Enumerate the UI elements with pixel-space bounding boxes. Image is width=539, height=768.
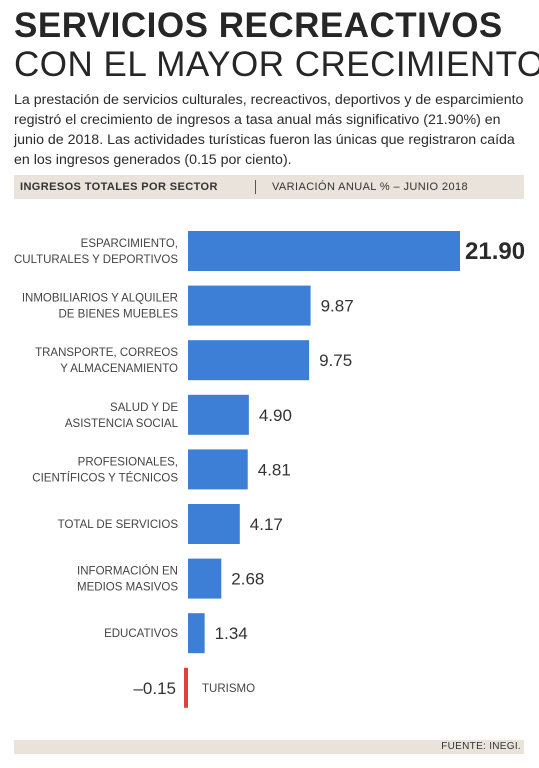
header-divider: [255, 180, 256, 194]
value-label-6: 2.68: [231, 570, 264, 589]
header-left-label: INGRESOS TOTALES POR SECTOR: [20, 181, 218, 193]
category-label-1: INMOBILIARIOS Y ALQUILER DE BIENES MUEBLE…: [22, 293, 178, 321]
value-label-4: 4.81: [258, 460, 291, 479]
bar-3: [188, 394, 249, 435]
footer-band: [14, 740, 524, 754]
chart-subtitle: CON EL MAYOR CRECIMIENTO: [14, 45, 539, 84]
category-label-8: TURISMO: [202, 683, 255, 695]
chart-description: La prestación de servicios culturales, r…: [14, 92, 524, 168]
chart-title: SERVICIOS RECREACTIVOS: [14, 6, 503, 45]
category-label-6: INFORMACIÓN EN MEDIOS MASIVOS: [77, 565, 178, 594]
value-label-8: –0.15: [133, 679, 176, 698]
header-right-label: VARIACIÓN ANUAL % – JUNIO 2018: [272, 181, 469, 193]
bar-6: [188, 558, 222, 599]
value-label-2: 9.75: [319, 351, 352, 370]
category-label-7: EDUCATIVOS: [104, 628, 178, 640]
bar-8: [184, 667, 188, 708]
bar-1: [188, 285, 311, 326]
bar-4: [188, 449, 248, 490]
value-label-0: 21.90: [465, 238, 525, 265]
value-label-7: 1.34: [215, 624, 248, 643]
category-label-0: ESPARCIMIENTO, CULTURALES Y DEPORTIVOS: [14, 238, 178, 266]
source-note: FUENTE: INEGI.: [441, 741, 521, 752]
value-label-3: 4.90: [259, 406, 292, 425]
chart-header-band: INGRESOS TOTALES POR SECTOR VARIACIÓN AN…: [14, 175, 524, 199]
bar-2: [188, 340, 310, 381]
category-label-5: TOTAL DE SERVICIOS: [58, 519, 179, 531]
bar-chart: ESPARCIMIENTO, CULTURALES Y DEPORTIVOS 21.…: [14, 231, 525, 708]
bar-5: [188, 504, 240, 544]
value-label-1: 9.87: [321, 297, 354, 316]
bar-0: [188, 231, 460, 271]
category-label-2: TRANSPORTE, CORREOS Y ALMACENAMIENTO: [35, 347, 178, 375]
category-label-4: PROFESIONALES, CIENTÍFICOS Y TÉCNICOS: [32, 456, 178, 484]
value-label-5: 4.17: [250, 515, 283, 534]
category-label-3: SALUD Y DE ASISTENCIA SOCIAL: [65, 402, 179, 430]
bar-7: [188, 613, 205, 654]
